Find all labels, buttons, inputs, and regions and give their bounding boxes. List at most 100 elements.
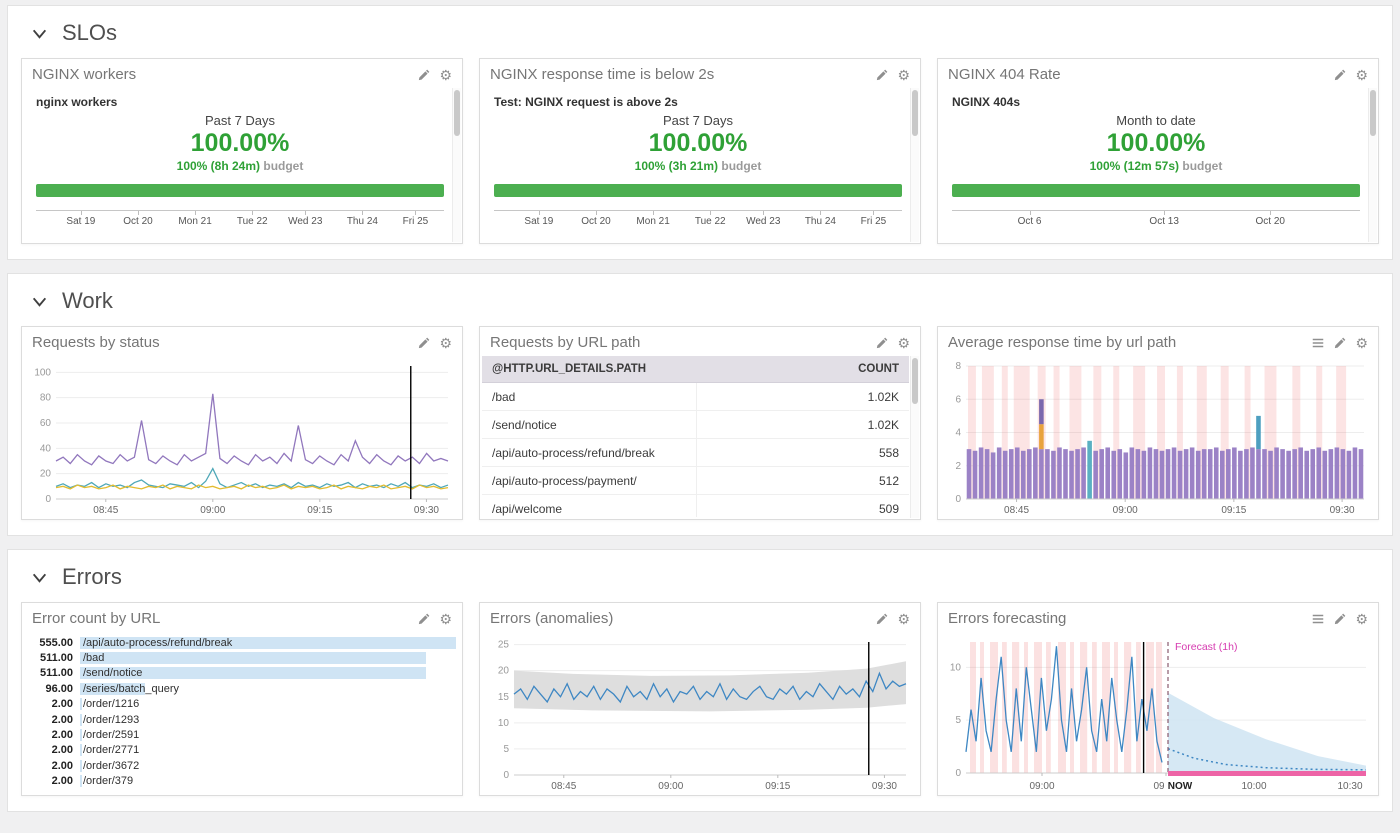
gear-icon[interactable]: ⚙ <box>439 610 452 627</box>
table-row[interactable]: /api/welcome 509 <box>482 495 909 517</box>
svg-text:10: 10 <box>950 662 962 673</box>
table-row[interactable]: /api/auto-process/refund/break 558 <box>482 439 909 467</box>
table-row[interactable]: /bad 1.02K <box>482 383 909 411</box>
axis-tick-label: Fri 25 <box>860 216 887 227</box>
toplist-label: /send/notice <box>83 667 143 680</box>
svg-text:08:45: 08:45 <box>1004 505 1029 516</box>
edit-icon[interactable] <box>875 336 889 350</box>
gear-icon[interactable]: ⚙ <box>1355 334 1368 351</box>
gear-icon[interactable]: ⚙ <box>897 66 910 83</box>
edit-icon[interactable] <box>1333 612 1347 626</box>
toplist-value: 555.00 <box>39 636 73 649</box>
toplist-row[interactable]: 511.00/bad <box>28 650 456 665</box>
gear-icon[interactable]: ⚙ <box>439 66 452 83</box>
svg-text:5: 5 <box>955 715 961 726</box>
svg-text:10:30: 10:30 <box>1337 781 1362 792</box>
toplist-value: 511.00 <box>39 667 73 680</box>
toplist-row[interactable]: 2.00/order/1293 <box>28 712 456 727</box>
section-errors-header[interactable]: Errors <box>21 558 1379 602</box>
svg-text:09:00: 09:00 <box>658 781 683 792</box>
edit-icon[interactable] <box>875 612 889 626</box>
edit-icon[interactable] <box>1333 68 1347 82</box>
section-title: Errors <box>62 564 122 589</box>
scrollbar-thumb[interactable] <box>912 358 918 404</box>
requests-by-url-table[interactable]: @HTTP.URL_DETAILS.PATH COUNT/bad 1.02K/sen… <box>482 356 909 517</box>
section-slos-header[interactable]: SLOs <box>21 14 1379 58</box>
svg-text:2: 2 <box>955 461 961 472</box>
toplist-label: /order/2591 <box>83 729 140 742</box>
requests-by-status-chart[interactable]: 0 20 40 60 80 100 08:45 09:00 09:15 09:30 <box>24 356 460 517</box>
toplist-bar <box>80 775 83 788</box>
svg-text:10:00: 10:00 <box>1241 781 1266 792</box>
svg-text:0: 0 <box>955 494 961 505</box>
toplist-row[interactable]: 555.00/api/auto-process/refund/break <box>28 635 456 650</box>
toplist-value: 511.00 <box>39 652 73 665</box>
axis-tick-label: Tue 22 <box>236 216 268 227</box>
edit-icon[interactable] <box>417 336 431 350</box>
list-icon[interactable] <box>1311 336 1325 350</box>
gear-icon[interactable]: ⚙ <box>1355 66 1368 83</box>
list-icon[interactable] <box>1311 612 1325 626</box>
section-work: Work Requests by status ⚙ 0 20 40 60 80 100 08… <box>7 273 1393 536</box>
url-path-table: @HTTP.URL_DETAILS.PATH COUNT/bad 1.02K/sen… <box>482 356 909 517</box>
section-work-header[interactable]: Work <box>21 282 1379 326</box>
edit-icon[interactable] <box>417 612 431 626</box>
svg-text:4: 4 <box>955 428 961 439</box>
svg-text:100: 100 <box>34 367 51 378</box>
edit-icon[interactable] <box>1333 336 1347 350</box>
toplist-row[interactable]: 96.00/series/batch_query <box>28 681 456 696</box>
toplist-row[interactable]: 2.00/order/2591 <box>28 727 456 742</box>
toplist-value: 2.00 <box>51 775 73 788</box>
error-count-toplist[interactable]: 555.00/api/auto-process/refund/break 511.… <box>24 632 460 793</box>
slo-card-nginx-404-rate: NGINX 404 Rate ⚙ NGINX 404s Month to dat… <box>937 58 1379 244</box>
table-header[interactable]: @HTTP.URL_DETAILS.PATH COUNT <box>482 356 909 383</box>
card-title: NGINX 404 Rate <box>948 66 1061 83</box>
card-title: NGINX workers <box>32 66 137 83</box>
svg-text:0: 0 <box>45 494 51 505</box>
toplist-bar <box>80 759 83 772</box>
table-row[interactable]: /api/auto-process/payment/512 <box>482 467 909 495</box>
svg-text:0: 0 <box>955 768 961 779</box>
toplist-row[interactable]: 511.00/send/notice <box>28 666 456 681</box>
scrollbar-thumb[interactable] <box>912 90 918 136</box>
gear-icon[interactable]: ⚙ <box>1355 610 1368 627</box>
card-title: Errors forecasting <box>948 610 1067 627</box>
slo-status-bar[interactable] <box>36 184 444 197</box>
toplist-bar <box>80 744 83 757</box>
scrollbar <box>910 356 919 518</box>
card-title: Requests by status <box>32 334 160 351</box>
svg-text:09:00: 09:00 <box>200 505 225 516</box>
slo-status-bar[interactable] <box>494 184 902 197</box>
slo-card-nginx-response-time: NGINX response time is below 2s ⚙ Test: … <box>479 58 921 244</box>
slo-metric-label: Test: NGINX request is above 2s <box>494 95 678 109</box>
card-title: NGINX response time is below 2s <box>490 66 715 83</box>
edit-icon[interactable] <box>875 68 889 82</box>
slo-status-bar[interactable] <box>952 184 1360 197</box>
avg-response-time-chart[interactable]: 0 2 4 6 8 08:45 09:00 09:15 09:30 <box>940 356 1376 517</box>
toplist-row[interactable]: 2.00/order/3672 <box>28 758 456 773</box>
toplist-row[interactable]: 2.00/order/2771 <box>28 743 456 758</box>
slo-axis: Sat 19 Oct 20 Mon 21 Tue 22 Wed 23 Thu 24 Fri … <box>36 210 444 230</box>
section-errors: Errors Error count by URL ⚙ 555.00/api/a… <box>7 549 1393 812</box>
table-row[interactable]: /send/notice 1.02K <box>482 411 909 439</box>
slo-body: Test: NGINX request is above 2s Past 7 D… <box>494 88 902 239</box>
gear-icon[interactable]: ⚙ <box>897 610 910 627</box>
slo-value: 100.00% <box>1106 129 1206 157</box>
edit-icon[interactable] <box>417 68 431 82</box>
gear-icon[interactable]: ⚙ <box>439 334 452 351</box>
svg-text:09:00: 09:00 <box>1113 505 1138 516</box>
toplist-row[interactable]: 2.00/order/1216 <box>28 697 456 712</box>
errors-anomalies-chart[interactable]: 0 5 10 15 20 25 08:45 09:00 09:15 09:30 <box>482 632 918 793</box>
scrollbar <box>452 88 461 242</box>
scrollbar-thumb[interactable] <box>454 90 460 136</box>
chevron-down-icon <box>32 573 47 583</box>
svg-text:10: 10 <box>498 718 510 729</box>
toplist-row[interactable]: 2.00/order/379 <box>28 774 456 789</box>
svg-text:09:30: 09:30 <box>1330 505 1355 516</box>
scrollbar-thumb[interactable] <box>1370 90 1376 136</box>
toplist-bar <box>80 698 83 711</box>
card-title: Errors (anomalies) <box>490 610 614 627</box>
gear-icon[interactable]: ⚙ <box>897 334 910 351</box>
